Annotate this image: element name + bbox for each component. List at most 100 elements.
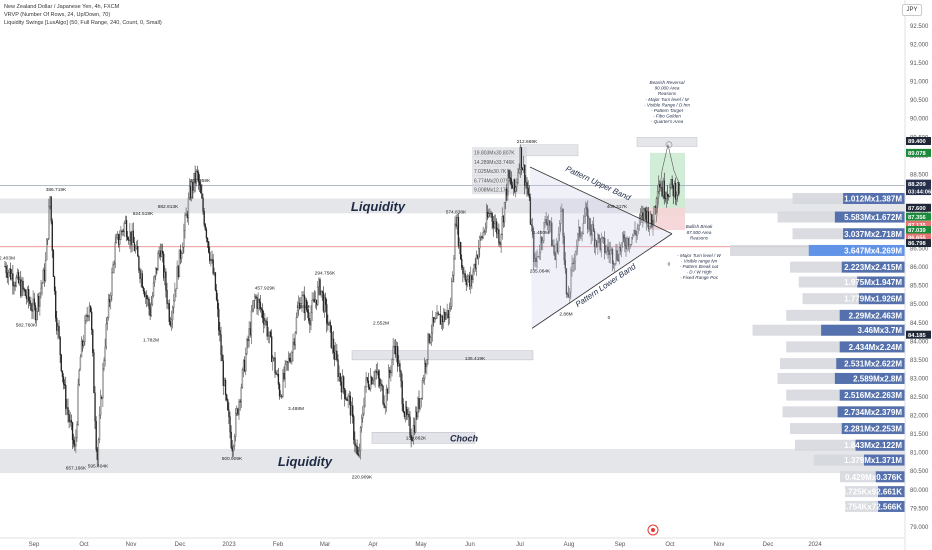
candle-body xyxy=(21,280,23,296)
swing-label: 2.403M xyxy=(0,256,15,262)
candle-body xyxy=(518,169,520,173)
candle-body xyxy=(560,210,562,224)
candle-body xyxy=(233,436,236,447)
candle-body xyxy=(368,387,371,390)
candle-body xyxy=(491,213,493,222)
candle-body xyxy=(209,251,211,262)
candle-body xyxy=(215,290,218,300)
candle-body xyxy=(30,303,32,311)
candle-body xyxy=(392,346,394,360)
candle-body xyxy=(445,314,447,320)
candle-body xyxy=(291,352,293,362)
candle-body xyxy=(197,172,200,183)
x-tick-label: Dec xyxy=(763,542,774,548)
candle-body xyxy=(578,226,580,235)
x-tick-label: May xyxy=(415,542,426,548)
y-tick-label: 92.000 xyxy=(910,43,929,49)
bearish-note-line: Bearish Reversal xyxy=(650,80,686,85)
swing-label: 0 xyxy=(668,261,671,267)
candle-body xyxy=(201,192,203,199)
candle-body xyxy=(475,255,478,269)
candle-body xyxy=(579,226,581,238)
candle-body xyxy=(555,243,557,260)
vrvp-label: 14.289Mx33.746K xyxy=(474,160,515,166)
zone-layer: Liquidity Liquidity Choch xyxy=(0,137,905,474)
candle-body xyxy=(470,275,472,287)
candle-body xyxy=(211,259,213,261)
price-series xyxy=(4,144,680,467)
price-tag-label: 89.400 xyxy=(908,139,926,145)
swing-label: 582.760K xyxy=(16,323,37,329)
bullish-reason-line: - Fixed Range Poc xyxy=(680,275,719,280)
candle-body xyxy=(24,289,26,296)
candle-body xyxy=(574,251,577,263)
indicator-vrvp[interactable]: VRVP (Number Of Rows, 24, Up/Down, 70) xyxy=(4,12,111,18)
candle-body xyxy=(564,259,566,269)
indicator-liquidity-swings[interactable]: Liquidity Swings [LuxAlgo] (50, Full Ran… xyxy=(4,20,162,26)
x-tick-label: Dec xyxy=(175,542,186,548)
candle-body xyxy=(157,253,159,271)
candle-body xyxy=(676,194,678,200)
vrvp-bar-up xyxy=(834,372,905,384)
symbol-title[interactable]: New Zealand Dollar / Japanese Yen, 4h, F… xyxy=(4,4,120,10)
candle-body xyxy=(262,309,264,319)
currency-badge[interactable]: JPY xyxy=(902,4,922,16)
vrvp-bar-up xyxy=(834,211,905,223)
candle-body xyxy=(125,220,128,237)
candle-body xyxy=(353,416,355,440)
swing-label: 2.552M xyxy=(373,321,389,327)
candle-body xyxy=(13,285,15,287)
candle-body xyxy=(442,316,444,323)
vrvp-label: 0.429Mx0.376K xyxy=(845,473,902,482)
candle-body xyxy=(650,214,652,227)
candle-body xyxy=(561,208,563,212)
candle-body xyxy=(325,297,327,305)
candle-body xyxy=(374,370,376,380)
candle-body xyxy=(439,314,442,325)
candle-body xyxy=(613,263,615,265)
candle-body xyxy=(455,223,457,227)
candle-body xyxy=(307,309,309,313)
candle-body xyxy=(637,225,640,229)
x-tick-label: Oct xyxy=(79,542,89,548)
candle-body xyxy=(587,208,589,230)
candle-body xyxy=(194,172,196,184)
candle-body xyxy=(643,208,645,221)
y-tick-label: 86.000 xyxy=(910,265,929,271)
candle-body xyxy=(140,273,142,279)
swing-label: 457.929K xyxy=(255,285,276,291)
candle-body xyxy=(479,237,481,249)
candle-body xyxy=(537,256,539,258)
candle-body xyxy=(614,263,616,265)
candle-body xyxy=(395,346,398,355)
candle-body xyxy=(70,420,73,423)
candle-body xyxy=(103,360,105,369)
candle-body xyxy=(398,363,400,367)
candle-body xyxy=(37,295,39,312)
candle-body xyxy=(454,223,456,260)
candle-body xyxy=(195,170,197,184)
candle-body xyxy=(133,242,136,252)
candle-body xyxy=(571,263,573,271)
candle-body xyxy=(28,289,30,301)
candle-body xyxy=(150,303,152,317)
candle-body xyxy=(260,308,263,311)
candle-body xyxy=(281,395,283,397)
candle-body xyxy=(577,233,579,247)
candle-body xyxy=(280,395,282,397)
candle-body xyxy=(364,386,366,407)
candle-body xyxy=(42,269,44,284)
candle-body xyxy=(238,401,240,415)
candle-body xyxy=(15,277,17,286)
vrvp-bar xyxy=(472,156,527,167)
chart-legend: New Zealand Dollar / Japanese Yen, 4h, F… xyxy=(4,3,162,27)
candle-body xyxy=(158,250,160,254)
bearish-note-line: - Visible Range / D hm xyxy=(644,102,690,107)
candle-body xyxy=(622,234,624,244)
candle-body xyxy=(625,245,627,249)
candle-body xyxy=(542,240,544,243)
candle-body xyxy=(422,378,425,381)
candle-body xyxy=(653,206,655,225)
x-tick-label: Sep xyxy=(615,542,626,548)
